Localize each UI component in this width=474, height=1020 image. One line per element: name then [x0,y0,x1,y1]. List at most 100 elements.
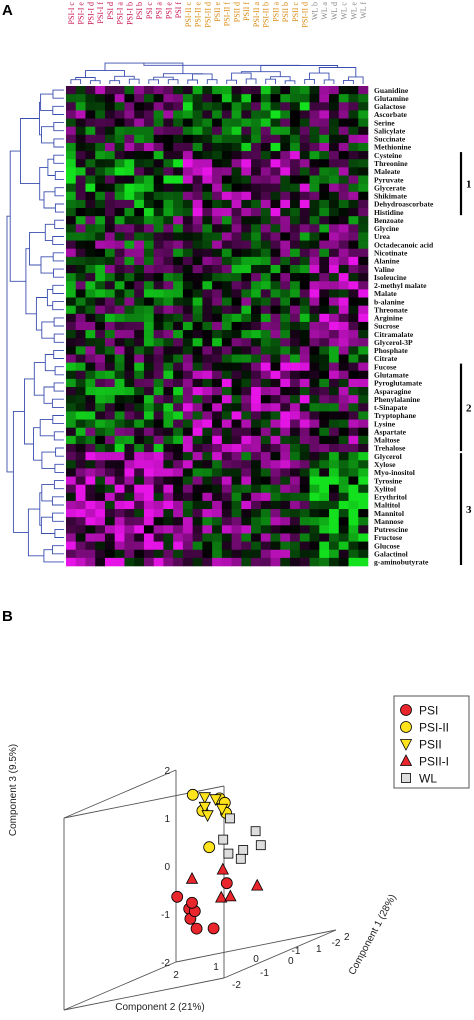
heatmap-cell [85,330,96,339]
heatmap-cell [309,134,320,144]
y-tick-label: -1 [260,968,269,979]
heatmap-cell [134,102,145,111]
heatmap-cell [231,216,242,225]
heatmap-cell [134,297,145,306]
dendrogram-branch [24,378,35,445]
column-label: WL b [310,2,319,20]
heatmap-cell [192,338,203,347]
heatmap-cell [124,94,135,103]
heatmap-cell [231,102,242,111]
heatmap-cell [348,94,359,103]
heatmap-cell [241,281,252,290]
row-label: Nicotinate [374,249,408,258]
heatmap-cell [95,500,106,510]
heatmap-cell [202,362,213,372]
heatmap-cell [153,305,164,315]
heatmap-cell [329,468,340,477]
heatmap-cell [319,378,330,388]
heatmap-cell [163,395,174,404]
heatmap-cell [260,517,271,526]
heatmap-cell [85,281,96,290]
heatmap-cell [251,533,262,542]
heatmap-cell [241,557,252,567]
heatmap-cell [212,94,223,103]
heatmap-cell [309,273,320,282]
heatmap-cell [173,321,184,331]
heatmap-cell [338,305,349,315]
heatmap-cell [280,94,291,103]
heatmap-cell [163,403,174,412]
heatmap-cell [143,419,154,428]
heatmap-cell [95,289,106,298]
heatmap-cell [192,175,203,184]
heatmap-cell [85,484,96,494]
heatmap-cell [329,509,340,518]
heatmap-cell [75,191,86,201]
heatmap-cell [299,370,310,380]
x-tick-label: 0 [253,954,259,965]
heatmap-cell [358,313,369,323]
column-label: PSI f [174,2,183,19]
heatmap-cell [212,248,223,258]
heatmap-cell [75,403,86,412]
heatmap-cell [251,517,262,526]
heatmap-cell [309,142,320,152]
heatmap-cell [95,362,106,372]
dendrogram-branch [265,78,276,84]
heatmap-cell [124,199,135,209]
heatmap-cell [309,395,320,404]
heatmap-cell [153,199,164,209]
heatmap-cell [241,395,252,404]
heatmap-cell [280,167,291,176]
heatmap-cell [85,216,96,225]
column-label: PSII f [242,2,251,21]
row-label: Myo-inositol [374,468,415,477]
heatmap-cell [212,476,223,485]
heatmap-cell [309,256,320,266]
heatmap-cell [153,435,164,445]
heatmap-cell [338,94,349,103]
heatmap-cell [202,224,213,233]
heatmap-cell [290,273,301,282]
heatmap-cell [221,273,232,282]
row-label: Urea [374,232,390,241]
data-point [198,792,211,805]
heatmap-cell [251,460,262,469]
heatmap-cell [95,509,106,518]
heatmap-cell [192,232,203,241]
heatmap-cell [290,525,301,534]
heatmap-cell [241,525,252,534]
heatmap-cell [358,419,369,428]
legend-label: PSII-I [419,755,449,769]
heatmap-cell [134,175,145,184]
heatmap-cell [329,232,340,241]
heatmap-cell [319,500,330,510]
heatmap-cell [95,346,106,355]
heatmap-cell [319,110,330,119]
column-label: PSI-II b [262,2,271,28]
heatmap-cell [270,305,281,315]
heatmap-cell [241,549,252,559]
heatmap-cell [85,240,96,250]
heatmap-cell [270,191,281,201]
heatmap-cell [358,159,369,168]
heatmap-cell [329,557,340,567]
heatmap-cell [124,492,135,502]
heatmap-cell [280,517,291,526]
cluster-label: 2 [466,402,472,414]
heatmap-cell [143,199,154,209]
heatmap-cell [358,216,369,225]
heatmap-cell [319,183,330,193]
heatmap-cell [114,175,125,184]
heatmap-cell [85,118,96,127]
heatmap-cell [358,297,369,306]
heatmap-cell [114,468,125,477]
heatmap-cell [299,452,310,461]
heatmap-cell [134,533,145,542]
heatmap-cell [163,208,174,217]
heatmap-cell [114,411,125,420]
heatmap-cell [329,338,340,347]
heatmap-cell [192,134,203,144]
heatmap-cell [85,557,96,567]
heatmap-cell [309,387,320,396]
